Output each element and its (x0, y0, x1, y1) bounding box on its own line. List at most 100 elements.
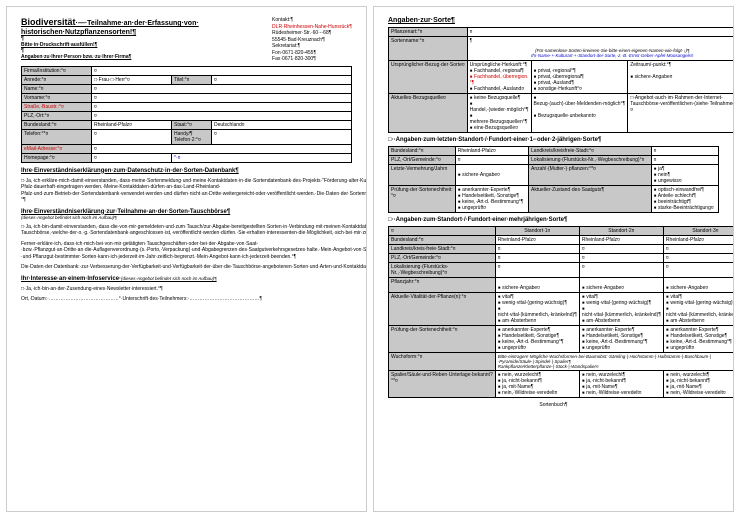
cell[interactable]: ▪ anerkannter·Experte¶▪ Handelsetikett,·… (455, 185, 528, 212)
standort1-table: Bundesland:°¤Rheinland-Pfalz¤Landkreis/k… (388, 146, 719, 213)
cell: Prüfung·der·Sortenechtheit:°¤ (389, 325, 496, 352)
cell[interactable]: ▪ vital¶▪ wenig·vital·(gering·wüchsig)¶▪… (579, 292, 663, 325)
cell[interactable]: Zeitraum/-punkt:°¶▪ sichere·Angabe¤ (628, 60, 734, 93)
s2-body2: Ferner·erkläre·ich,·dass·ich·mich·bei·vo… (21, 241, 352, 261)
cell: Lokalisierung·(Flurstücks-Nr.,·Wegbeschr… (529, 155, 652, 164)
cell[interactable]: □·Angebot·auch·im·Rahmen·der·Internet-Ta… (628, 93, 734, 132)
s1-body[interactable]: □·Ja,·ich·erkläre·mich·damit·einverstand… (21, 178, 352, 204)
cell: Firma/Institution:°¤ (22, 66, 92, 75)
cell[interactable]: ¤ (495, 244, 579, 253)
cell[interactable]: ¤ (663, 253, 734, 262)
cell[interactable]: Rheinland-Pfalz¤ (92, 120, 172, 129)
title-line2: historischen·Nutzpflanzensorten!¶ (21, 29, 199, 36)
cell[interactable]: ▪ anerkannter·Experte¶▪ Handelsetikett,·… (579, 325, 663, 352)
cell[interactable]: ▪ vital¶▪ wenig·vital·(gering·wüchsig)¶▪… (663, 292, 734, 325)
s1-title: Ihre·Einverständniserklärungen·zum·Daten… (21, 168, 352, 174)
cell: Landkreis/kreisfreie·Stadt:°¤ (529, 146, 652, 155)
cell[interactable]: *·¤ (172, 153, 352, 162)
cell: Bundesland:°¤ (389, 235, 496, 244)
cell[interactable]: ▪ optisch·einwandfrei¶▪ Anteile·schlecht… (651, 185, 718, 212)
cell: Staat:°¤ (172, 120, 212, 129)
cell: Lokalisierung·(Flurstücks-Nr.,·Wegbeschr… (389, 262, 496, 277)
cell[interactable]: ▪ nein,·wurzelecht¶▪ ja,·nicht·bekannt¶▪… (663, 370, 734, 397)
cell[interactable]: ¤ (467, 28, 734, 37)
cell[interactable]: ¤ (579, 244, 663, 253)
cell[interactable]: Ursprüngliche·Herkunft:°¶▪ Fachhandel,·r… (467, 60, 531, 93)
cell[interactable]: ▪ nein,·wurzelecht¶▪ ja,·nicht·bekannt¶▪… (495, 370, 579, 397)
cell: Sortenname:°¤ (389, 37, 468, 61)
cell[interactable]: Rheinland-Pfalz¤ (495, 235, 579, 244)
cell: Landkreis/kreis-freie·Stadt:°¤ (389, 244, 496, 253)
h-sorte: Angaben·zur·Sorte¶ (388, 17, 719, 24)
cell[interactable]: ¶(Für·namenlose·Sorten·kreieren·Sie·bitt… (467, 37, 734, 61)
cell: Homepage:°¤ (22, 153, 92, 162)
req-person: Angaben·zu·Ihrer·Person·bzw.·zu·Ihrer·Fi… (21, 54, 199, 60)
cell[interactable]: ¤ (663, 244, 734, 253)
cell[interactable]: ▪ Bezug·(auch)·über·Meldenden·möglich°¶▪… (531, 93, 628, 132)
cell[interactable]: ▪ anerkannter·Experte¶▪ Handelsetikett,·… (663, 325, 734, 352)
cell: Titel:°¤ (172, 75, 212, 84)
cell: Ursprünglicher·Bezug·der·Sorte¤ (389, 60, 468, 93)
cell[interactable]: ¤ (579, 262, 663, 277)
cell: Anrede:°¤ (22, 75, 92, 84)
cell[interactable]: ▪ nein,·wurzelecht¶▪ ja,·nicht·bekannt¶▪… (579, 370, 663, 397)
s3-title: Ihr·Interesse·an·einem·Infoservice·(dies… (21, 276, 352, 282)
cell: Name:°¤ (22, 84, 92, 93)
page-2: Angaben·zur·Sorte¶ Pflanzenart:°¤¤ Sorte… (373, 6, 734, 512)
cell[interactable]: □·Frau·□·Herr°¤ (92, 75, 172, 84)
cell[interactable]: ▪ sichere·Angabe¤ (579, 277, 663, 292)
cell[interactable]: ▪ privat,·regional°¶▪ privat,·überregion… (531, 60, 628, 93)
cell: PLZ,·Ort:°¤ (22, 111, 92, 120)
cell: Anzahl·(Mutter-)·pflanzen:°*¤ (529, 164, 652, 185)
cell[interactable]: ¤ (92, 153, 172, 162)
cell[interactable]: ▪ ja¶▪ nein¶▪ ungewiss¤ (651, 164, 718, 185)
cell: Straße,·Baustr.:°¤ (22, 102, 92, 111)
cell: Spalier/Säule·und·Reben·Unterlage·bekann… (389, 370, 496, 397)
cell[interactable]: ¤ (92, 102, 352, 111)
cell[interactable]: ▪ anerkannter·Experte¶▪ Handelsetikett,·… (495, 325, 579, 352)
cell: ¤ (389, 226, 496, 235)
contact-l7: Fax·0671·820-300¶ (272, 56, 352, 63)
cell[interactable]: ¤ (651, 155, 718, 164)
cell[interactable]: ¤ (92, 129, 172, 144)
cell: Vorname:°¤ (22, 93, 92, 102)
cell[interactable]: ▪ sichere·Angabe¤ (495, 277, 579, 292)
h-standort2[interactable]: □··Angaben·zum·Standort·/·Fundort·einer·… (388, 217, 719, 223)
cell[interactable]: ¤ (212, 129, 352, 144)
cell[interactable]: Rheinland-Pfalz¤ (455, 146, 528, 155)
cell[interactable]: ▪ sichere·Angabe¤ (455, 164, 528, 185)
cell: Aktuelle·Vitalität·der·Pflanze(n):°¤ (389, 292, 496, 325)
page-1: Biodiversität·—·Teilnahme·an·der·Erfassu… (6, 6, 367, 512)
cell: Telefon:°*¤ (22, 129, 92, 144)
s2-body3: Die·Daten·der·Datenbank:·zur·Verbesserun… (21, 264, 352, 271)
cell[interactable]: ¤ (663, 262, 734, 277)
cell[interactable]: Deutschland¤ (212, 120, 352, 129)
cell[interactable]: Rheinland-Pfalz¤ (663, 235, 734, 244)
standort2-table: ¤Standort·1¤Standort·2¤Standort·3¤ Bunde… (388, 226, 734, 398)
s3-body[interactable]: □·Ja,·ich·bin·an·der·Zusendung·eines·New… (21, 286, 352, 293)
cell: Pflanzenart:°¤ (389, 28, 468, 37)
cell: Aktueller·Zustand·des·Saatguts¶ (529, 185, 652, 212)
cell: eMail-Adresse:°¤ (22, 144, 92, 153)
cell: Standort·2¤ (579, 226, 663, 235)
s2-body1[interactable]: □·Ja,·ich·bin·damit·einverstanden,·dass·… (21, 224, 352, 237)
cell[interactable]: ¤ (495, 262, 579, 277)
cell[interactable]: ¤ (495, 253, 579, 262)
cell[interactable]: ¤ (92, 111, 352, 120)
cell: Bundesland:°¤ (22, 120, 92, 129)
cell[interactable]: ▪ keine·Bezugsquelle¶▪ Handel,·(wieder·m… (467, 93, 531, 132)
cell[interactable]: ¤ (651, 146, 718, 155)
h-standort1[interactable]: □··Angaben·zum·letzten·Standort·/·Fundor… (388, 137, 719, 143)
sig-line[interactable]: Ort,·Datum:·……………………………………°·Unterschrift… (21, 296, 352, 303)
cell[interactable]: ¤ (92, 84, 352, 93)
cell[interactable]: ¤ (455, 155, 528, 164)
cell[interactable]: ▪ sichere·Angabe¤ (663, 277, 734, 292)
cell[interactable]: Rheinland-Pfalz¤ (579, 235, 663, 244)
cell[interactable]: ¤ (212, 75, 352, 84)
cell[interactable]: ¤ (92, 144, 352, 153)
cell: PLZ,·Ort/Gemeinde:°¤ (389, 155, 456, 164)
cell[interactable]: ▪ vital¶▪ wenig·vital·(gering·wüchsig)¶▪… (495, 292, 579, 325)
cell[interactable]: ¤ (92, 66, 352, 75)
cell[interactable]: ¤ (579, 253, 663, 262)
cell[interactable]: ¤ (92, 93, 352, 102)
